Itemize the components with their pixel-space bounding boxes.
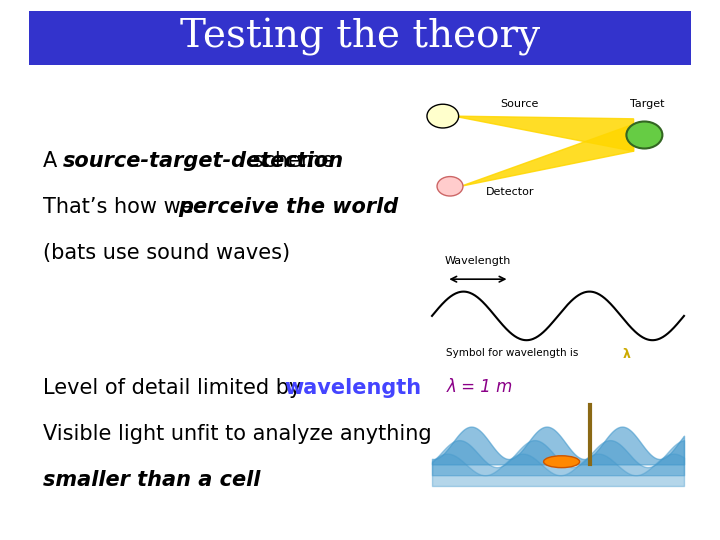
Polygon shape (461, 124, 634, 186)
Polygon shape (454, 116, 634, 151)
Text: Level of detail limited by: Level of detail limited by (43, 378, 308, 398)
Text: wavelength: wavelength (284, 378, 421, 398)
Text: (bats use sound waves): (bats use sound waves) (43, 243, 290, 263)
Circle shape (626, 122, 662, 148)
Circle shape (437, 177, 463, 196)
Text: Testing the theory: Testing the theory (180, 18, 540, 56)
Text: That’s how we: That’s how we (43, 197, 200, 217)
FancyBboxPatch shape (29, 11, 691, 65)
Text: Source: Source (500, 99, 539, 109)
Text: source-target-detection: source-target-detection (63, 151, 343, 171)
Text: scheme: scheme (246, 151, 334, 171)
Ellipse shape (544, 456, 580, 468)
Text: Symbol for wavelength is: Symbol for wavelength is (446, 348, 582, 359)
Text: Target: Target (630, 99, 665, 109)
Circle shape (427, 104, 459, 128)
Text: λ: λ (623, 348, 631, 361)
Text: perceive the world: perceive the world (179, 197, 399, 217)
Text: λ = 1 m: λ = 1 m (446, 378, 513, 396)
Text: Wavelength: Wavelength (445, 255, 511, 266)
Text: Visible light unfit to analyze anything: Visible light unfit to analyze anything (43, 424, 432, 444)
Text: Detector: Detector (486, 187, 534, 197)
Text: A: A (43, 151, 64, 171)
Text: smaller than a cell: smaller than a cell (43, 470, 261, 490)
